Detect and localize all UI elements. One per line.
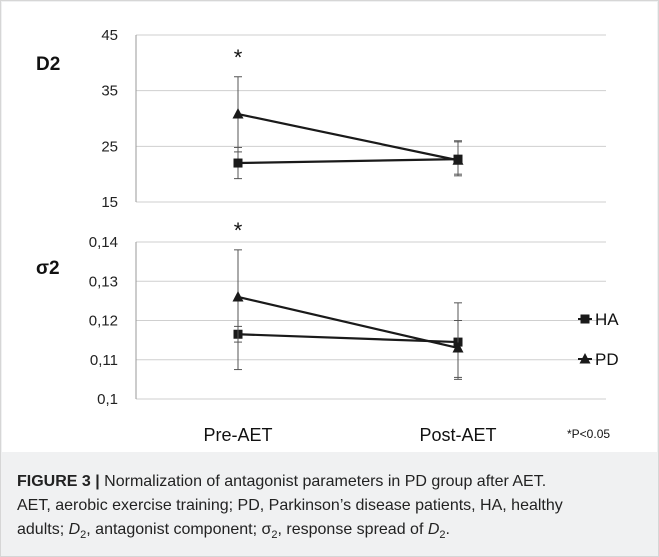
y-tick-label: 0,11 [90, 352, 118, 369]
caption-text-3a: adults; [17, 521, 69, 538]
caption-text-1: Normalization of antagonist parameters i… [99, 473, 547, 490]
panel-label: D2 [36, 54, 60, 75]
y-tick-label: 0,12 [89, 313, 118, 330]
caption-d-symbol: D [68, 521, 81, 538]
data-point-pd [452, 154, 464, 165]
data-point-pd [232, 290, 244, 302]
figure-caption: FIGURE 3 | Normalization of antagonist p… [17, 470, 642, 542]
y-tick-label: 15 [101, 194, 118, 211]
y-tick-label: 45 [101, 27, 118, 44]
y-tick-label: 0,14 [89, 234, 118, 251]
legend-label: HA [595, 310, 619, 329]
plot-area: 15 25 35 45 D2 * 0,1 0,11 0,12 0,13 0,14 σ2 * Pre-AET… [2, 2, 657, 452]
footnote: *P<0.05 [567, 427, 610, 441]
caption-text-3b: , antagonist component; σ [86, 521, 272, 538]
caption-sub-b: 2 [271, 529, 278, 542]
significance-asterisk: * [234, 45, 243, 70]
significance-asterisk: * [234, 218, 243, 243]
data-point-pd [232, 108, 244, 119]
series-line-ha [237, 333, 459, 344]
series-line-ha [237, 158, 459, 165]
caption-line-1: FIGURE 3 | Normalization of antagonist p… [17, 470, 642, 494]
y-tick-label: 0,1 [97, 391, 118, 408]
series-line-pd [237, 112, 459, 162]
x-tick-label: Pre-AET [203, 425, 272, 445]
caption-line-3: adults; D2, antagonist component; σ2, re… [17, 518, 642, 542]
caption-sub-c: 2 [439, 529, 446, 542]
legend-marker-ha [580, 314, 590, 324]
data-point-ha [233, 158, 243, 168]
caption-sub-a: 2 [80, 529, 87, 542]
y-tick-label: 35 [101, 83, 118, 100]
data-point-pd [452, 341, 464, 353]
caption-text-3c: , response spread of [277, 521, 428, 538]
y-tick-label: 0,13 [89, 273, 118, 290]
series-line-pd [237, 295, 459, 350]
chart-svg: 15 25 35 45 D2 * 0,1 0,11 0,12 0,13 0,14 σ2 * Pre-AET… [36, 27, 619, 445]
legend-label: PD [595, 350, 619, 369]
caption-text-3d: . [445, 521, 450, 538]
y-tick-label: 25 [101, 138, 118, 155]
caption-d-symbol-2: D [427, 521, 440, 538]
caption-line-2: AET, aerobic exercise training; PD, Park… [17, 497, 563, 514]
panel-label: σ2 [36, 258, 60, 279]
caption-label: FIGURE 3 | [17, 473, 100, 490]
legend-marker-pd [579, 353, 591, 364]
x-tick-label: Post-AET [419, 425, 496, 445]
